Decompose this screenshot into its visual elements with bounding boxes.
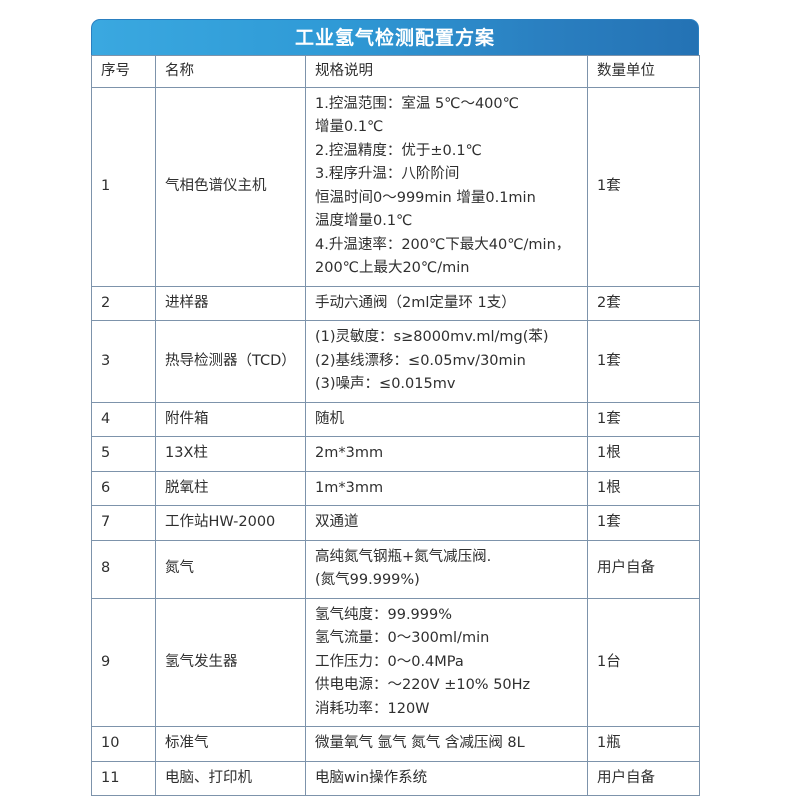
column-header-spec: 规格说明 — [305, 55, 588, 88]
table-body: 1 气相色谱仪主机 1.控温范围：室温 5℃～400℃ 增量0.1℃ 2.控温精… — [91, 87, 700, 796]
cell-name: 工作站HW-2000 — [155, 505, 306, 541]
cell-name: 脱氧柱 — [155, 470, 306, 507]
table-row: 5 13X柱 2m*3mm 1根 — [91, 436, 700, 472]
table-row: 3 热导检测器（TCD） (1)灵敏度：s≥8000mv.ml/mg(苯) (2… — [91, 320, 700, 403]
cell-spec: 2m*3mm — [305, 436, 588, 472]
cell-qty: 1套 — [587, 87, 700, 287]
cell-qty: 用户自备 — [587, 539, 700, 599]
cell-qty: 1套 — [587, 320, 700, 403]
cell-name: 13X柱 — [155, 436, 306, 472]
cell-seq: 11 — [91, 760, 156, 796]
cell-qty: 1根 — [587, 470, 700, 507]
column-header-seq: 序号 — [91, 55, 156, 88]
cell-spec: 高纯氮气钢瓶+氮气减压阀. (氮气99.999%) — [305, 539, 588, 599]
cell-spec: 电脑win操作系统 — [305, 760, 588, 796]
cell-name: 电脑、打印机 — [155, 760, 306, 796]
table-row: 2 进样器 手动六通阀（2ml定量环 1支） 2套 — [91, 285, 700, 322]
column-header-qty: 数量单位 — [587, 55, 700, 88]
configuration-spec-table: 序号 名称 规格说明 数量单位 1 气相色谱仪主机 1.控温范围：室温 5℃～4… — [91, 55, 700, 796]
cell-qty: 1台 — [587, 597, 700, 728]
cell-qty: 2套 — [587, 285, 700, 322]
cell-name: 气相色谱仪主机 — [155, 87, 306, 287]
cell-qty: 1瓶 — [587, 726, 700, 762]
cell-seq: 1 — [91, 87, 156, 287]
cell-name: 热导检测器（TCD） — [155, 320, 306, 403]
cell-seq: 6 — [91, 470, 156, 507]
table-row: 8 氮气 高纯氮气钢瓶+氮气减压阀. (氮气99.999%) 用户自备 — [91, 539, 700, 599]
cell-name: 附件箱 — [155, 401, 306, 438]
cell-seq: 7 — [91, 505, 156, 541]
cell-seq: 2 — [91, 285, 156, 322]
cell-spec: 氢气纯度：99.999% 氢气流量：0～300ml/min 工作压力：0～0.4… — [305, 597, 588, 728]
page-root: 工业氢气检测配置方案 序号 名称 规格说明 数量单位 1 气相色谱仪主机 1.控… — [91, 19, 700, 796]
table-row: 11 电脑、打印机 电脑win操作系统 用户自备 — [91, 760, 700, 796]
cell-qty: 用户自备 — [587, 760, 700, 796]
table-header-row: 序号 名称 规格说明 数量单位 — [91, 55, 700, 88]
cell-seq: 4 — [91, 401, 156, 438]
cell-spec: 微量氧气 氩气 氮气 含减压阀 8L — [305, 726, 588, 762]
table-row: 6 脱氧柱 1m*3mm 1根 — [91, 470, 700, 507]
cell-seq: 8 — [91, 539, 156, 599]
cell-name: 氮气 — [155, 539, 306, 599]
table-title: 工业氢气检测配置方案 — [91, 19, 699, 55]
table-row: 4 附件箱 随机 1套 — [91, 401, 700, 438]
cell-spec: 1.控温范围：室温 5℃～400℃ 增量0.1℃ 2.控温精度：优于±0.1℃ … — [305, 87, 588, 287]
cell-spec: 手动六通阀（2ml定量环 1支） — [305, 285, 588, 322]
cell-seq: 10 — [91, 726, 156, 762]
table-row: 1 气相色谱仪主机 1.控温范围：室温 5℃～400℃ 增量0.1℃ 2.控温精… — [91, 87, 700, 287]
cell-qty: 1套 — [587, 505, 700, 541]
cell-spec: 随机 — [305, 401, 588, 438]
column-header-name: 名称 — [155, 55, 306, 88]
table-row: 7 工作站HW-2000 双通道 1套 — [91, 505, 700, 541]
cell-spec: (1)灵敏度：s≥8000mv.ml/mg(苯) (2)基线漂移：≤0.05mv… — [305, 320, 588, 403]
cell-qty: 1套 — [587, 401, 700, 438]
cell-spec: 双通道 — [305, 505, 588, 541]
cell-name: 标准气 — [155, 726, 306, 762]
cell-qty: 1根 — [587, 436, 700, 472]
cell-seq: 9 — [91, 597, 156, 728]
cell-name: 氢气发生器 — [155, 597, 306, 728]
cell-spec: 1m*3mm — [305, 470, 588, 507]
spec-table-container: 工业氢气检测配置方案 序号 名称 规格说明 数量单位 1 气相色谱仪主机 1.控… — [91, 19, 700, 796]
table-row: 9 氢气发生器 氢气纯度：99.999% 氢气流量：0～300ml/min 工作… — [91, 597, 700, 728]
table-head: 序号 名称 规格说明 数量单位 — [91, 55, 700, 88]
cell-name: 进样器 — [155, 285, 306, 322]
cell-seq: 3 — [91, 320, 156, 403]
table-row: 10 标准气 微量氧气 氩气 氮气 含减压阀 8L 1瓶 — [91, 726, 700, 762]
cell-seq: 5 — [91, 436, 156, 472]
